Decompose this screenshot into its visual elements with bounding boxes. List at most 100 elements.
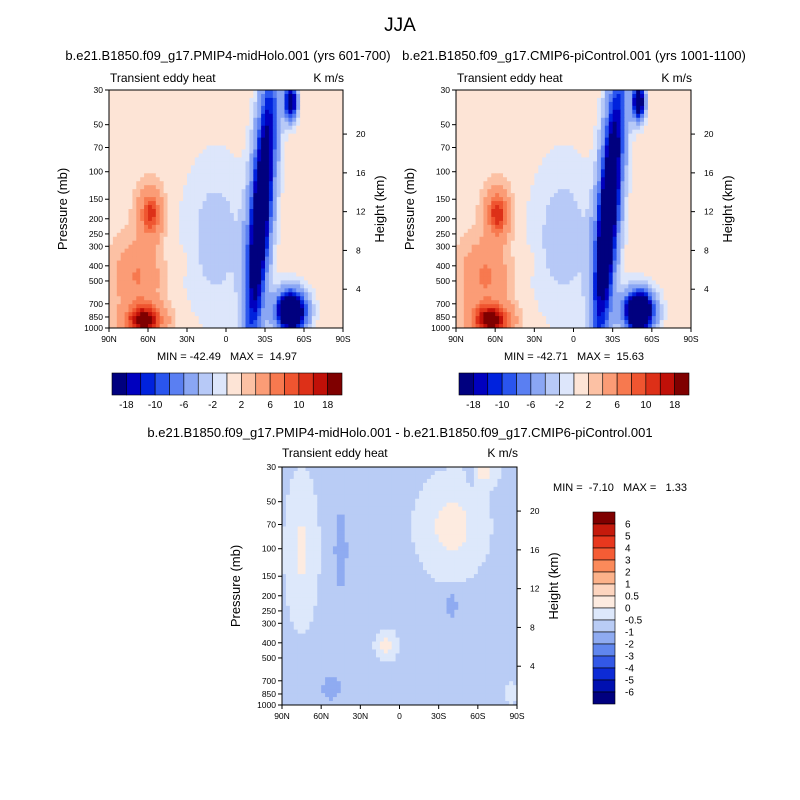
heatmap-cell xyxy=(459,117,465,123)
heatmap-cell xyxy=(659,117,664,123)
panel-1-stats: MIN = -42.49 MAX = 14.97 xyxy=(157,351,297,363)
heatmap-cell xyxy=(120,244,125,250)
heatmap-cell xyxy=(233,248,239,254)
heatmap-cell xyxy=(331,117,336,123)
heatmap-cell xyxy=(109,296,114,301)
heatmap-cell xyxy=(284,248,289,254)
heatmap-cell xyxy=(218,308,223,313)
heatmap-cell xyxy=(534,105,539,111)
heatmap-cell xyxy=(495,113,500,119)
heatmap-cell xyxy=(265,117,270,123)
heatmap-cell xyxy=(335,212,340,218)
heatmap-cell xyxy=(292,121,297,127)
heatmap-cell xyxy=(222,121,227,127)
heatmap-cell xyxy=(288,193,293,198)
heatmap-cell xyxy=(249,197,254,202)
heatmap-cell xyxy=(315,149,320,154)
heatmap-cell xyxy=(253,173,258,178)
heatmap-cell xyxy=(319,324,324,329)
heatmap-cell xyxy=(471,90,476,95)
heatmap-cell xyxy=(109,300,114,305)
heatmap-cell xyxy=(229,149,235,154)
heatmap-cell xyxy=(467,101,473,107)
heatmap-cell xyxy=(284,292,289,297)
heatmap-cell xyxy=(120,228,125,234)
heatmap-cell xyxy=(214,145,219,150)
heatmap-cell xyxy=(187,157,192,162)
heatmap-cell xyxy=(233,117,239,123)
heatmap-cell xyxy=(300,117,305,123)
heatmap-cell xyxy=(534,101,539,107)
heatmap-cell xyxy=(534,173,539,178)
heatmap-cell xyxy=(600,93,606,99)
heatmap-cell xyxy=(683,113,688,119)
heatmap-cell xyxy=(304,185,309,190)
heatmap-cell xyxy=(679,113,684,119)
heatmap-cell xyxy=(284,244,289,250)
heatmap-cell xyxy=(132,117,137,123)
heatmap-cell xyxy=(628,109,633,115)
heatmap-cell xyxy=(210,93,215,99)
heatmap-cell xyxy=(155,320,161,325)
heatmap-cell xyxy=(659,149,664,154)
heatmap-cell xyxy=(335,240,340,246)
heatmap-cell xyxy=(585,157,590,162)
heatmap-cell xyxy=(597,93,602,99)
y-tick-label: 70 xyxy=(94,143,104,153)
heatmap-cell xyxy=(120,216,125,222)
heatmap-cell xyxy=(187,296,192,301)
heatmap-cell xyxy=(487,169,492,174)
heatmap-cell xyxy=(288,312,293,317)
heatmap-cell xyxy=(307,212,313,218)
heatmap-cell xyxy=(233,205,239,210)
heatmap-cell xyxy=(210,153,215,158)
heatmap-cell xyxy=(514,157,520,162)
heatmap-cell xyxy=(241,169,246,174)
heatmap-cell xyxy=(151,145,157,150)
heatmap-cell xyxy=(124,145,129,150)
heatmap-cell xyxy=(577,90,582,95)
heatmap-cell xyxy=(222,161,227,166)
heatmap-cell xyxy=(327,300,332,305)
heatmap-cell xyxy=(604,161,610,166)
heatmap-cell xyxy=(175,320,180,325)
heatmap-cell xyxy=(175,173,180,178)
heatmap-cell xyxy=(518,117,523,123)
heatmap-cell xyxy=(151,232,157,238)
heatmap-cell xyxy=(304,316,309,321)
heatmap-cell xyxy=(112,173,118,178)
heatmap-cell xyxy=(120,256,125,261)
heatmap-cell xyxy=(241,244,246,250)
heatmap-cell xyxy=(526,133,531,138)
heatmap-cell xyxy=(296,201,301,206)
heatmap-cell xyxy=(175,193,180,198)
heatmap-cell xyxy=(233,260,239,265)
heatmap-cell xyxy=(198,220,203,226)
heatmap-cell xyxy=(261,212,266,218)
heatmap-cell xyxy=(112,316,118,321)
heatmap-cell xyxy=(218,145,223,150)
heatmap-cell xyxy=(471,157,476,162)
heatmap-cell xyxy=(534,109,539,115)
heatmap-cell xyxy=(261,296,266,301)
heatmap-cell xyxy=(179,133,184,138)
heatmap-cell xyxy=(194,173,200,178)
heatmap-cell xyxy=(136,93,141,99)
heatmap-cell xyxy=(499,165,504,170)
heatmap-cell xyxy=(280,260,285,265)
heatmap-cell xyxy=(116,232,122,238)
heatmap-cell xyxy=(272,117,278,123)
heatmap-cell xyxy=(249,224,254,230)
heatmap-cell xyxy=(233,185,239,190)
heatmap-cell xyxy=(327,90,332,95)
heatmap-cell xyxy=(226,173,231,178)
heatmap-cell xyxy=(159,216,164,222)
heatmap-cell xyxy=(565,137,570,142)
heatmap-cell xyxy=(249,101,254,107)
heatmap-cell xyxy=(222,256,227,261)
heatmap-cell xyxy=(226,256,231,261)
heatmap-cell xyxy=(151,137,157,142)
heatmap-cell xyxy=(339,161,344,166)
heatmap-cell xyxy=(163,185,168,190)
heatmap-cell xyxy=(616,173,621,178)
